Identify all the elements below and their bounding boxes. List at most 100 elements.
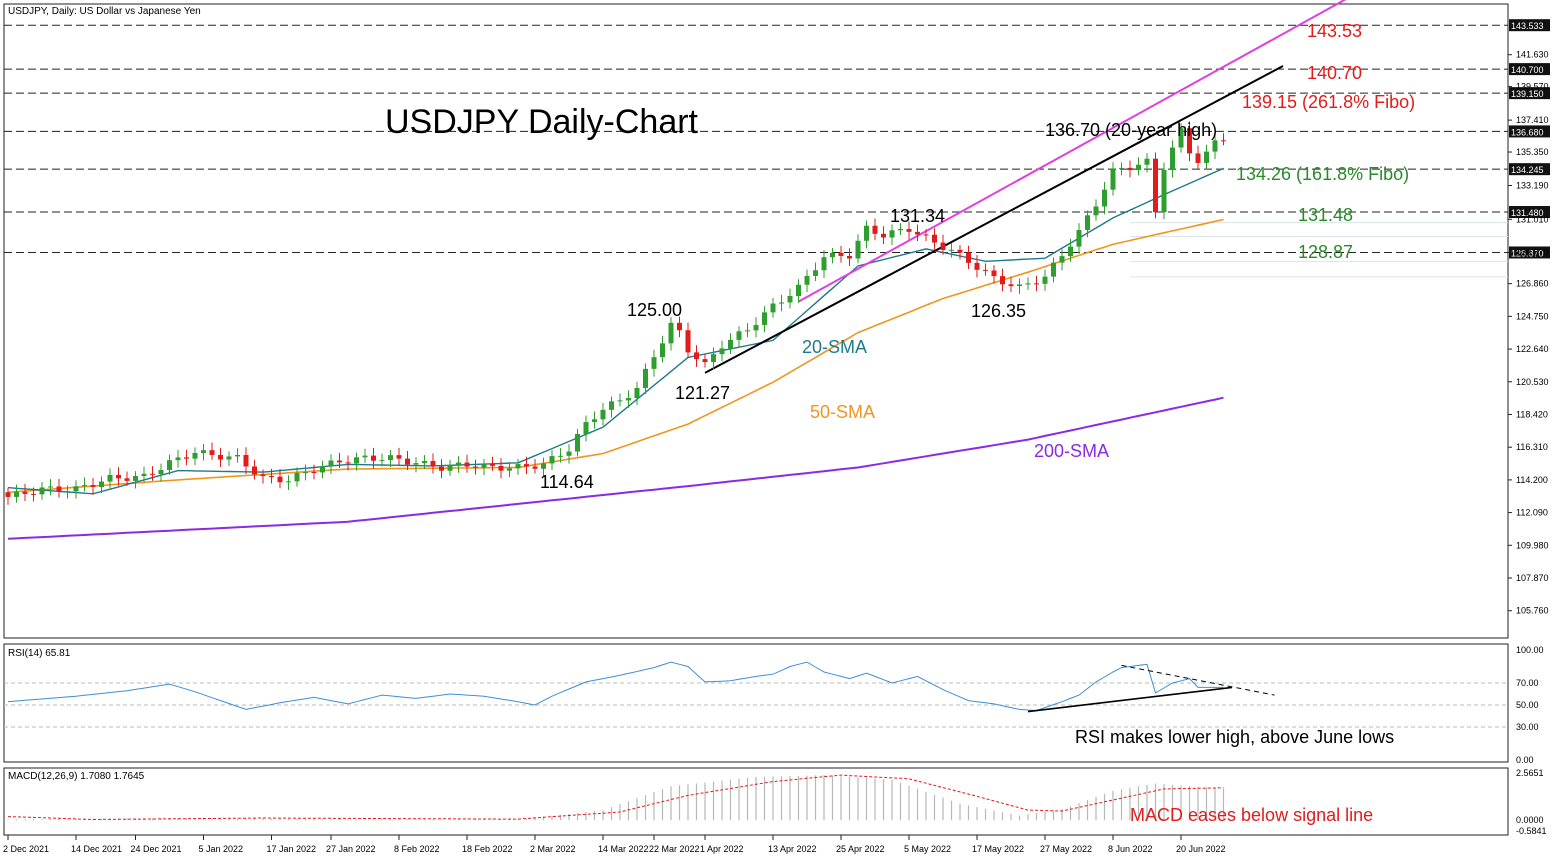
candle-bull bbox=[158, 469, 164, 475]
candle-bear bbox=[685, 330, 691, 353]
label-136-high: 136.70 (20-year high) bbox=[1045, 120, 1217, 140]
candle-bear bbox=[1034, 283, 1039, 285]
candle-bear bbox=[940, 242, 946, 250]
sma50-line bbox=[7, 218, 1224, 494]
candle-bull bbox=[770, 303, 776, 313]
candle-bull bbox=[1085, 215, 1090, 231]
candle-bull bbox=[779, 302, 784, 304]
candle-bull bbox=[1161, 170, 1167, 213]
macd-tick-label: 2.5651 bbox=[1516, 768, 1544, 778]
candle-bull bbox=[65, 491, 70, 493]
candle-bear bbox=[405, 458, 410, 465]
candle-bear bbox=[90, 485, 96, 488]
candle-bull bbox=[1042, 276, 1048, 284]
candle-bull bbox=[481, 463, 487, 468]
candle-bear bbox=[124, 478, 130, 481]
label-200-sma: 200-SMA bbox=[1034, 441, 1109, 461]
level-box-label: 131.480 bbox=[1511, 208, 1544, 218]
price-tick-label: 137.410 bbox=[1516, 115, 1549, 125]
level-box-label: 139.150 bbox=[1511, 89, 1544, 99]
date-tick-label: 8 Jun 2022 bbox=[1108, 844, 1153, 854]
label-131-34: 131.34 bbox=[890, 206, 945, 226]
candle-bull bbox=[1212, 140, 1218, 152]
label-20-sma: 20-SMA bbox=[802, 337, 867, 357]
candle-bull bbox=[107, 474, 113, 482]
candle-bull bbox=[133, 475, 138, 481]
rsi-panel-frame bbox=[3, 643, 1509, 763]
date-tick-label: 18 Feb 2022 bbox=[462, 844, 513, 854]
candle-bear bbox=[1008, 284, 1014, 287]
candle-bull bbox=[82, 485, 87, 487]
candle-bear bbox=[22, 491, 28, 494]
price-tick-label: 126.860 bbox=[1516, 279, 1549, 289]
date-tick-label: 17 May 2022 bbox=[972, 844, 1024, 854]
candle-bull bbox=[617, 400, 623, 402]
candle-bull bbox=[609, 401, 614, 410]
candle-bull bbox=[855, 240, 861, 259]
level-box bbox=[1509, 163, 1550, 176]
candle-bull bbox=[320, 466, 325, 473]
candle-bull bbox=[813, 270, 818, 276]
candle-bear bbox=[345, 462, 351, 464]
candle-bull bbox=[379, 460, 385, 462]
level-box bbox=[1509, 246, 1550, 259]
date-tick-label: 5 Jan 2022 bbox=[199, 844, 244, 854]
candle-bull bbox=[413, 463, 419, 465]
rsi-tick-label: 30.00 bbox=[1516, 722, 1539, 732]
date-tick-label: 1 Apr 2022 bbox=[700, 844, 744, 854]
price-tick-label: 128.870 bbox=[1516, 247, 1549, 257]
candle-bear bbox=[983, 269, 988, 271]
label-134-fibo: 134.26 (161.8% Fibo) bbox=[1236, 164, 1409, 184]
level-box bbox=[1509, 125, 1550, 138]
date-tick-label: 2 Dec 2021 bbox=[3, 844, 49, 854]
date-tick-label: 27 May 2022 bbox=[1040, 844, 1092, 854]
candle-bear bbox=[218, 454, 223, 460]
candle-bull bbox=[1051, 262, 1056, 277]
candle-bull bbox=[541, 463, 546, 469]
rsi-label: RSI(14) 65.81 bbox=[8, 648, 71, 659]
candle-bull bbox=[1136, 164, 1141, 171]
candle-bull bbox=[48, 486, 53, 488]
candle-bear bbox=[473, 466, 478, 468]
candle-bull bbox=[651, 357, 657, 369]
candle-bull bbox=[354, 457, 359, 464]
price-tick-label: 116.310 bbox=[1516, 442, 1548, 452]
support-trend-line bbox=[704, 65, 1284, 374]
candle-bear bbox=[260, 474, 266, 477]
candle-bull bbox=[1178, 128, 1184, 148]
candle-bull bbox=[1110, 168, 1116, 190]
candle-bull bbox=[362, 455, 368, 458]
label-143: 143.53 bbox=[1307, 21, 1362, 41]
candle-bear bbox=[439, 466, 444, 471]
level-box bbox=[1509, 63, 1550, 76]
candle-bear bbox=[923, 234, 929, 236]
candle-bear bbox=[915, 231, 920, 235]
candle-bull bbox=[643, 368, 648, 388]
level-box-label: 134.245 bbox=[1511, 165, 1544, 175]
macd-tick-label: -0.5841 bbox=[1516, 826, 1547, 836]
candle-bull bbox=[1204, 151, 1209, 163]
price-tick-label: 124.750 bbox=[1516, 311, 1549, 321]
candle-bull bbox=[787, 296, 793, 303]
candle-bear bbox=[396, 455, 402, 459]
level-box-label: 136.680 bbox=[1511, 127, 1544, 137]
candle-bear bbox=[1127, 167, 1133, 171]
label-131-48: 131.48 bbox=[1298, 205, 1353, 225]
channel-upper-line bbox=[798, 0, 1347, 303]
candle-bear bbox=[524, 464, 529, 467]
candle-bear bbox=[252, 466, 257, 475]
price-tick-label: 141.630 bbox=[1516, 50, 1549, 60]
candle-bull bbox=[192, 452, 198, 459]
candle-bull bbox=[1102, 189, 1107, 207]
candle-bull bbox=[328, 460, 334, 467]
label-121-27: 121.27 bbox=[675, 383, 730, 403]
rsi-tick-label: 0.00 bbox=[1516, 755, 1534, 765]
candle-bear bbox=[269, 476, 274, 478]
candle-bear bbox=[430, 460, 436, 467]
level-box bbox=[1509, 87, 1550, 100]
candle-bull bbox=[1144, 158, 1150, 165]
date-tick-label: 5 May 2022 bbox=[904, 844, 951, 854]
candle-bull bbox=[634, 387, 640, 399]
